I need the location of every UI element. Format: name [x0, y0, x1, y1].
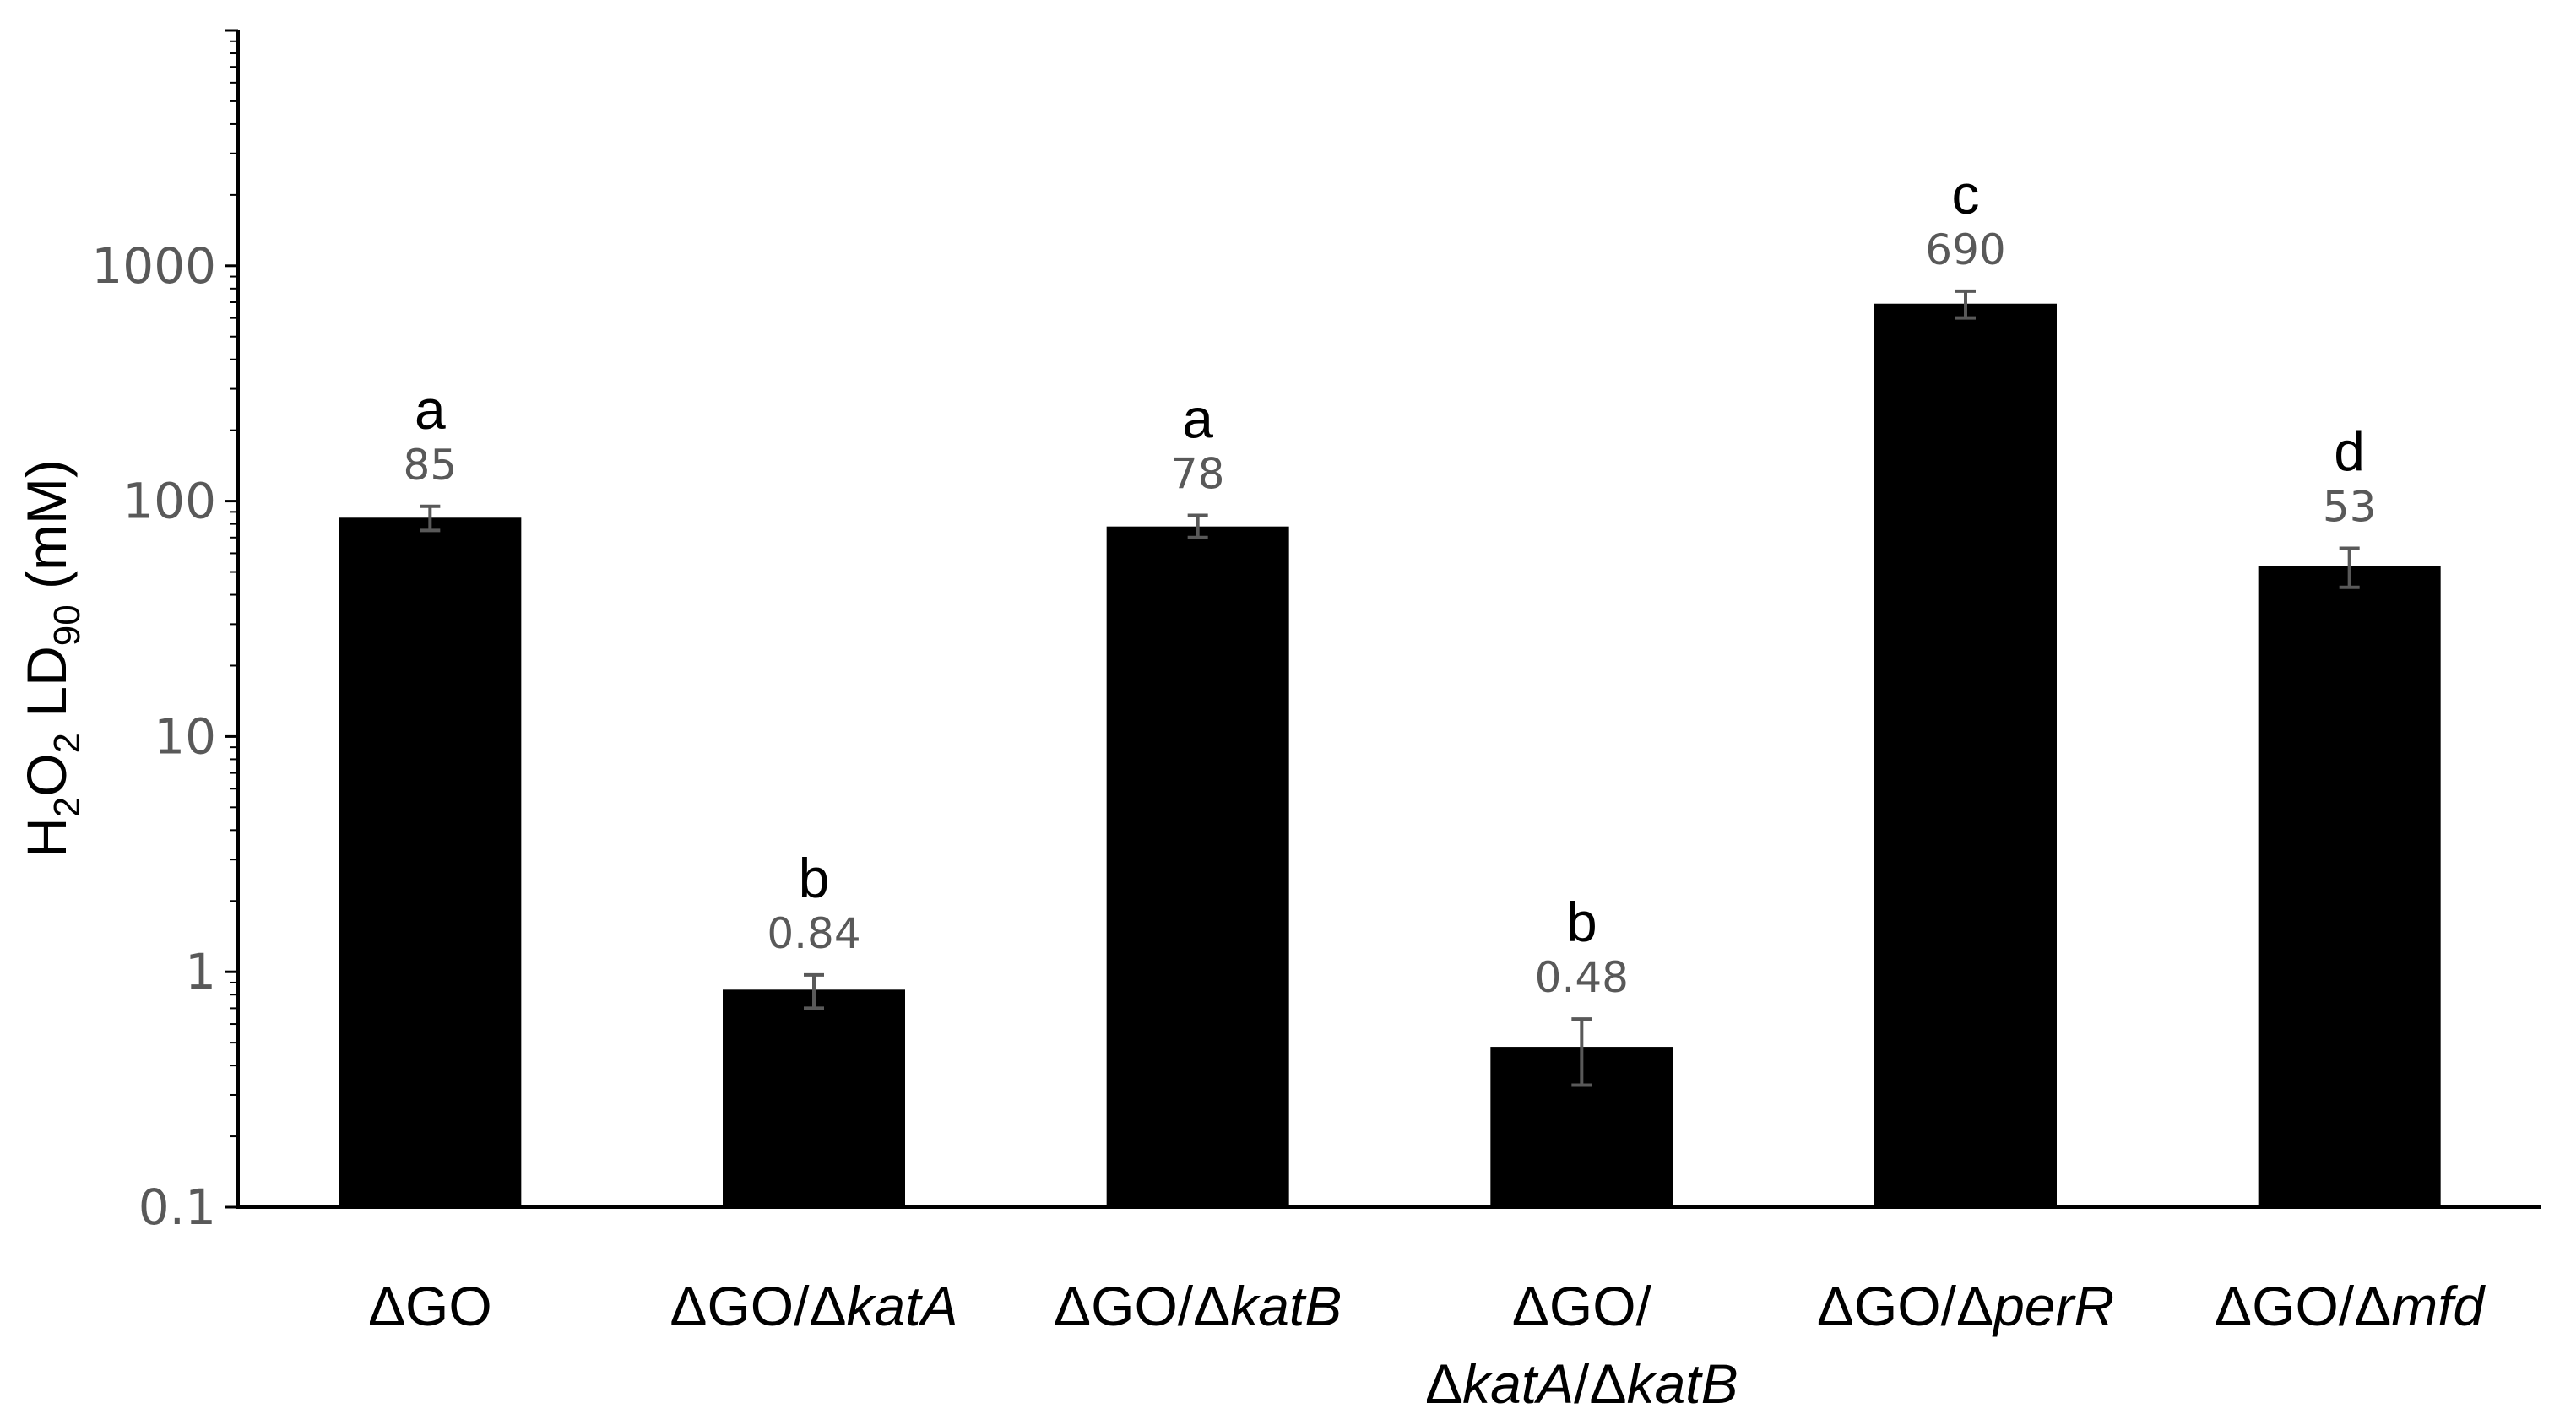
x-tick-label: ΔGO/ — [1512, 1275, 1652, 1337]
y-tick-label: 1 — [185, 943, 216, 1000]
x-tick-label: ΔGO/ΔperR — [1817, 1275, 2114, 1337]
bar — [1874, 303, 2057, 1207]
bar — [1106, 526, 1289, 1207]
y-tick-label: 1000 — [91, 237, 216, 295]
error-bars-layer — [420, 289, 2360, 1087]
data-label: 78 — [1171, 449, 1225, 498]
data-label: 0.84 — [767, 909, 860, 958]
x-tick-label: ΔGO — [368, 1275, 492, 1337]
y-axis-title: H2O2 LD90 (mM) — [15, 459, 88, 858]
axes-layer: 0.1 1 10 100 1000 — [91, 29, 2541, 1236]
data-label: 690 — [1925, 225, 2005, 274]
significance-label: a — [415, 378, 446, 441]
y-tick-label: 0.1 — [138, 1178, 216, 1236]
significance-label: d — [2334, 420, 2365, 483]
significance-label: a — [1182, 387, 1213, 449]
significance-label: c — [1952, 163, 1980, 225]
bars-layer — [339, 303, 2441, 1207]
significance-label: b — [799, 847, 830, 909]
x-tick-label: ΔkatA/ΔkatB — [1425, 1352, 1738, 1414]
x-tick-label: ΔGO/Δmfd — [2215, 1275, 2487, 1337]
y-tick-label: 100 — [122, 473, 216, 530]
bar — [339, 517, 522, 1207]
data-label: 53 — [2323, 483, 2377, 532]
x-tick-label: ΔGO/ΔkatB — [1054, 1275, 1342, 1337]
y-tick-label: 10 — [154, 707, 216, 765]
labels-layer: 85aΔGO0.84bΔGO/ΔkatA78aΔGO/ΔkatB0.48bΔGO… — [368, 163, 2487, 1414]
bar — [2258, 566, 2441, 1207]
significance-label: b — [1566, 891, 1597, 953]
data-label: 85 — [404, 441, 458, 490]
data-label: 0.48 — [1535, 953, 1629, 1002]
bar — [723, 989, 905, 1207]
x-tick-label: ΔGO/ΔkatA — [670, 1275, 957, 1337]
